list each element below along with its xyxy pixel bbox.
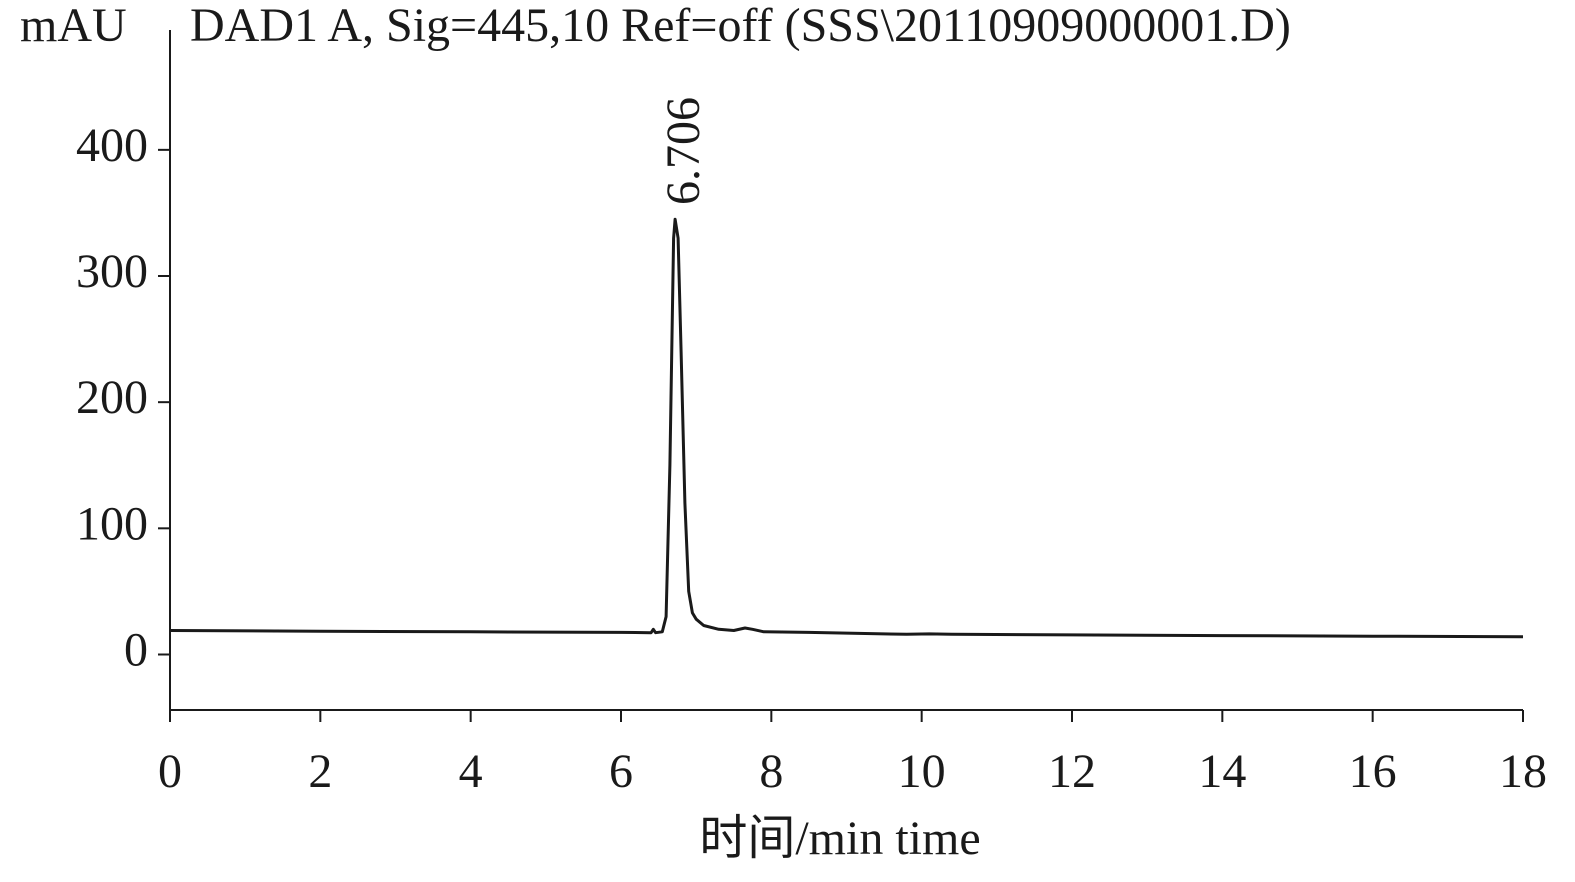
x-tick-label: 6 (609, 745, 633, 798)
x-tick-label: 10 (898, 745, 946, 798)
x-tick-label: 16 (1349, 745, 1397, 798)
x-tick-label: 12 (1048, 745, 1096, 798)
y-tick-label: 0 (124, 624, 148, 677)
x-axis-label: 时间/min time (699, 812, 980, 865)
peak-label: 6.706 (657, 97, 710, 205)
y-tick-label: 200 (76, 371, 148, 424)
x-tick-label: 2 (308, 745, 332, 798)
x-tick-label: 18 (1499, 745, 1547, 798)
x-tick-label: 0 (158, 745, 182, 798)
chart-title: DAD1 A, Sig=445,10 Ref=off (SSS\20110909… (190, 0, 1291, 52)
x-tick-label: 4 (459, 745, 483, 798)
x-tick-label: 14 (1198, 745, 1246, 798)
x-tick-label: 8 (759, 745, 783, 798)
y-tick-label: 300 (76, 245, 148, 298)
y-tick-label: 100 (76, 497, 148, 550)
y-axis-label: mAU (20, 0, 127, 52)
signal-line (169, 217, 1524, 639)
y-tick-label: 400 (76, 119, 148, 172)
